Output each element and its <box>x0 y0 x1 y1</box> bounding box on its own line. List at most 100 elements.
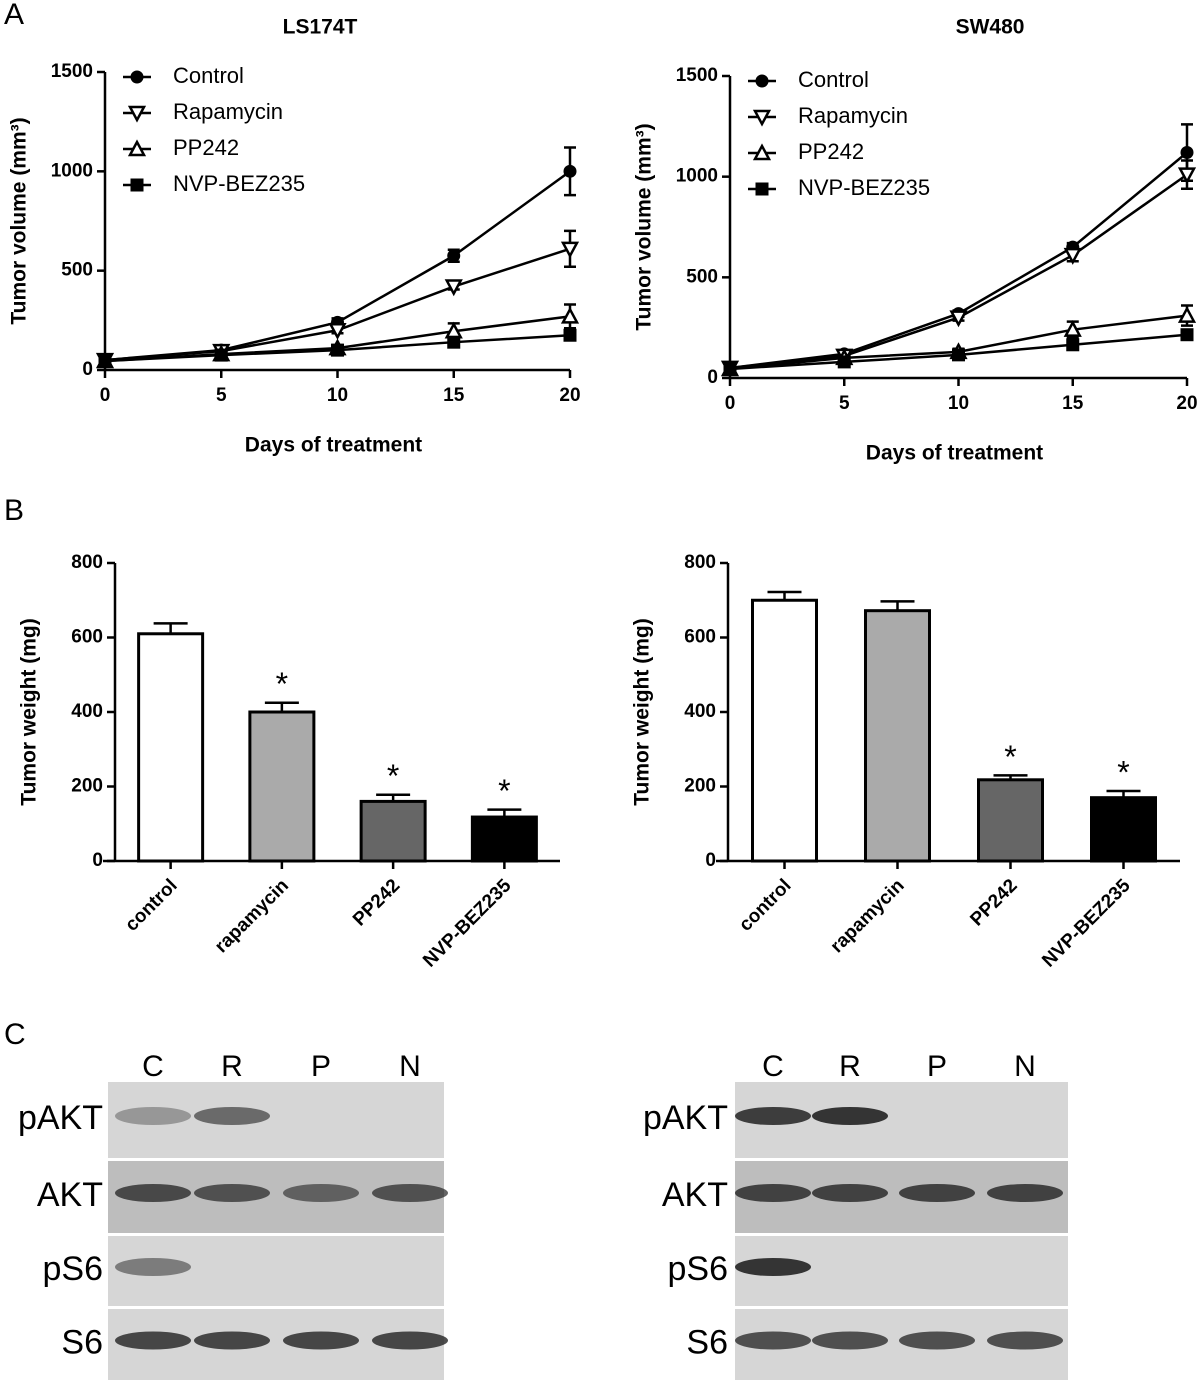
y-tick-label: 600 <box>71 627 103 648</box>
x-tick-label: PP242 <box>966 875 1021 930</box>
y-axis-label: Tumor volume (mm³) <box>633 123 656 330</box>
bar <box>1090 796 1157 863</box>
marker <box>752 143 772 161</box>
marker <box>1180 328 1194 342</box>
marker <box>837 355 851 369</box>
band <box>899 1331 975 1350</box>
band <box>115 1184 191 1202</box>
y-tick-label: 600 <box>684 627 716 648</box>
band <box>987 1331 1063 1350</box>
lane-label: N <box>1014 1050 1036 1083</box>
x-tick-label: NVP-BEZ235 <box>419 875 516 972</box>
marker <box>755 182 769 196</box>
marker <box>563 328 577 342</box>
marker <box>1063 247 1082 265</box>
marker <box>127 105 147 123</box>
row-label: S6 <box>686 1323 728 1361</box>
blot-strip <box>108 1082 444 1158</box>
lane-label: C <box>762 1050 784 1083</box>
row-label: pS6 <box>43 1250 104 1288</box>
significance: * <box>1117 754 1129 790</box>
y-tick-label: 500 <box>686 266 718 287</box>
lane-label: R <box>221 1050 243 1083</box>
error-bar <box>880 600 915 611</box>
marker <box>560 306 580 324</box>
y-tick-label: 0 <box>92 850 103 871</box>
x-axis-label: Days of treatment <box>245 434 422 457</box>
significance: * <box>276 666 288 702</box>
lane-label: P <box>311 1050 331 1083</box>
panel-label: C <box>4 1018 26 1051</box>
marker <box>127 139 147 157</box>
y-tick-label: 1000 <box>51 160 93 181</box>
band <box>115 1258 191 1276</box>
band <box>899 1184 975 1202</box>
lane-label: P <box>927 1050 947 1083</box>
marker <box>755 74 769 88</box>
marker <box>130 178 144 192</box>
bar <box>977 778 1044 863</box>
x-axis-label: Days of treatment <box>866 442 1043 465</box>
row-label: S6 <box>61 1323 103 1361</box>
x-tick-label: 0 <box>100 385 111 406</box>
x-tick-label: rapamycin <box>827 875 909 957</box>
bar <box>470 815 538 863</box>
marker <box>952 348 965 362</box>
legend-label: Control <box>798 67 869 92</box>
y-tick-label: 800 <box>71 552 103 573</box>
band <box>735 1258 811 1276</box>
legend-label: PP242 <box>173 135 239 160</box>
marker <box>98 354 112 368</box>
band <box>115 1107 191 1125</box>
row-label: pAKT <box>18 1099 103 1137</box>
band <box>812 1184 888 1202</box>
significance: * <box>498 773 510 809</box>
chart-title: SW480 <box>956 16 1025 39</box>
y-tick-label: 400 <box>71 701 103 722</box>
legend-label: Control <box>173 63 244 88</box>
marker <box>1177 305 1197 323</box>
y-tick-label: 0 <box>82 359 93 380</box>
row-label: pS6 <box>668 1250 729 1288</box>
marker <box>447 335 461 349</box>
panel-label: A <box>4 0 24 31</box>
band <box>812 1107 888 1125</box>
band <box>372 1331 448 1350</box>
y-tick-label: 1500 <box>51 61 93 82</box>
band <box>735 1107 811 1125</box>
row-label: AKT <box>37 1176 103 1214</box>
marker <box>447 249 461 263</box>
significance: * <box>1004 739 1016 775</box>
marker <box>563 164 577 178</box>
y-tick-label: 200 <box>71 776 103 797</box>
marker <box>752 109 772 127</box>
y-tick-label: 0 <box>705 850 716 871</box>
x-tick-label: 0 <box>725 393 736 414</box>
series-line <box>729 173 1188 370</box>
marker <box>130 70 144 84</box>
y-tick-label: 1500 <box>676 65 718 86</box>
chart-title: LS174T <box>283 16 358 39</box>
y-tick-label: 400 <box>684 701 716 722</box>
x-tick-label: 20 <box>559 385 580 406</box>
panel-label: B <box>4 494 24 527</box>
x-tick-label: rapamycin <box>211 875 293 957</box>
legend-label: PP242 <box>798 139 864 164</box>
legend-label: NVP-BEZ235 <box>173 171 305 196</box>
x-tick-label: 20 <box>1176 393 1197 414</box>
marker <box>328 323 347 340</box>
band <box>987 1184 1063 1202</box>
band <box>372 1184 448 1202</box>
legend-label: NVP-BEZ235 <box>798 175 930 200</box>
x-tick-label: control <box>121 875 181 935</box>
marker <box>1177 167 1197 185</box>
y-tick-label: 0 <box>707 367 718 388</box>
marker <box>444 321 463 339</box>
band <box>735 1331 811 1350</box>
marker <box>444 279 463 297</box>
marker <box>949 310 968 328</box>
y-axis-label: Tumor volume (mm³) <box>8 117 31 324</box>
marker <box>1063 320 1082 337</box>
